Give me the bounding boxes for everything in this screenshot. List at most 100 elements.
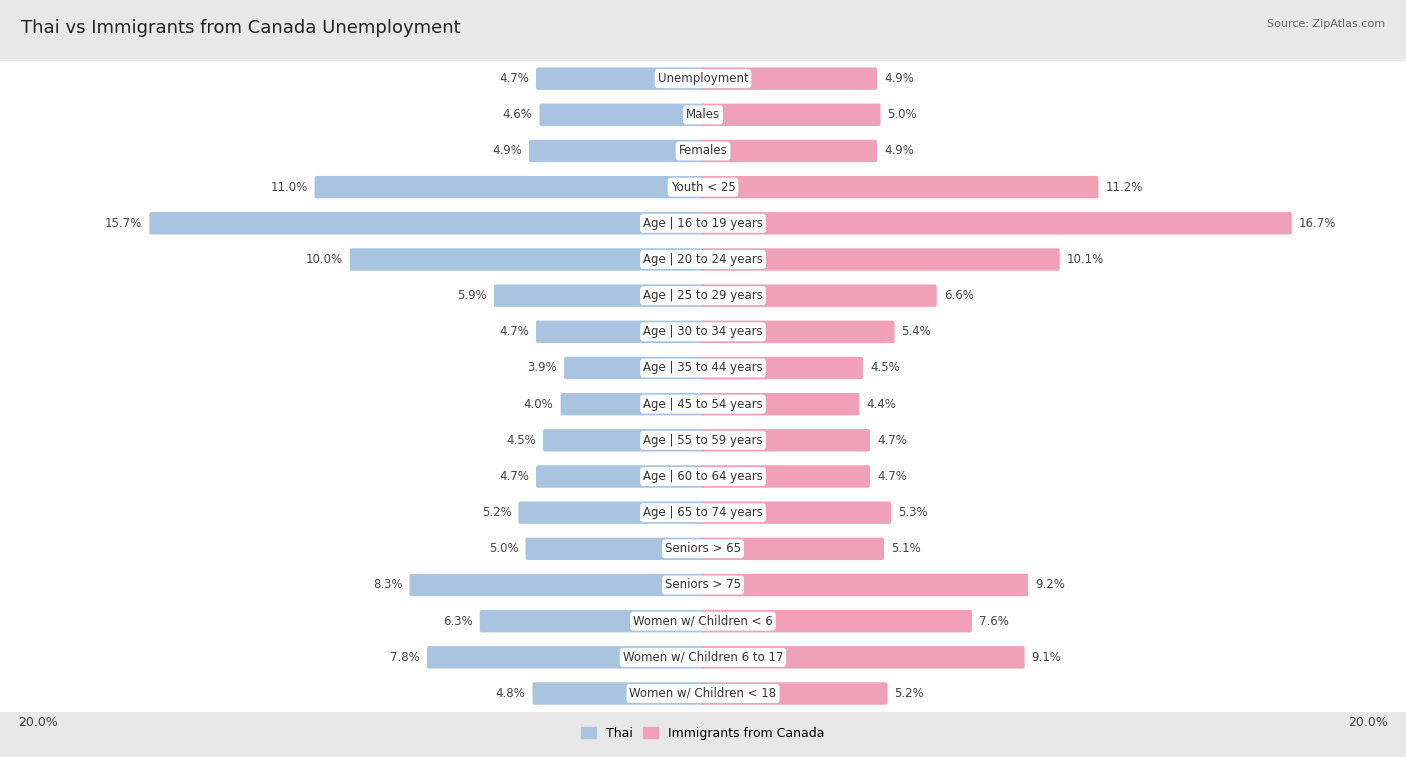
Text: 15.7%: 15.7% bbox=[105, 217, 142, 230]
FancyBboxPatch shape bbox=[702, 67, 877, 90]
Text: 5.2%: 5.2% bbox=[482, 506, 512, 519]
FancyBboxPatch shape bbox=[702, 610, 972, 632]
Text: 4.9%: 4.9% bbox=[884, 145, 914, 157]
FancyBboxPatch shape bbox=[702, 357, 863, 379]
Text: 6.6%: 6.6% bbox=[943, 289, 973, 302]
FancyBboxPatch shape bbox=[0, 600, 1406, 643]
Text: Unemployment: Unemployment bbox=[658, 72, 748, 85]
Text: 4.7%: 4.7% bbox=[499, 470, 529, 483]
Text: 4.7%: 4.7% bbox=[499, 326, 529, 338]
FancyBboxPatch shape bbox=[0, 238, 1406, 281]
Text: 5.0%: 5.0% bbox=[887, 108, 917, 121]
FancyBboxPatch shape bbox=[702, 393, 859, 416]
FancyBboxPatch shape bbox=[0, 202, 1406, 245]
FancyBboxPatch shape bbox=[315, 176, 704, 198]
FancyBboxPatch shape bbox=[564, 357, 704, 379]
FancyBboxPatch shape bbox=[479, 610, 704, 632]
FancyBboxPatch shape bbox=[0, 274, 1406, 317]
Legend: Thai, Immigrants from Canada: Thai, Immigrants from Canada bbox=[576, 721, 830, 745]
FancyBboxPatch shape bbox=[0, 419, 1406, 462]
Text: Females: Females bbox=[679, 145, 727, 157]
Text: 8.3%: 8.3% bbox=[373, 578, 402, 591]
Text: Age | 35 to 44 years: Age | 35 to 44 years bbox=[643, 362, 763, 375]
Text: Age | 25 to 29 years: Age | 25 to 29 years bbox=[643, 289, 763, 302]
Text: Seniors > 65: Seniors > 65 bbox=[665, 542, 741, 556]
FancyBboxPatch shape bbox=[494, 285, 704, 307]
FancyBboxPatch shape bbox=[702, 176, 1098, 198]
Text: Women w/ Children < 6: Women w/ Children < 6 bbox=[633, 615, 773, 628]
FancyBboxPatch shape bbox=[350, 248, 704, 271]
FancyBboxPatch shape bbox=[0, 166, 1406, 208]
Text: 20.0%: 20.0% bbox=[1348, 716, 1388, 730]
Text: 4.6%: 4.6% bbox=[503, 108, 533, 121]
Text: 4.8%: 4.8% bbox=[496, 687, 526, 700]
Text: 7.8%: 7.8% bbox=[391, 651, 420, 664]
FancyBboxPatch shape bbox=[0, 58, 1406, 100]
Text: Age | 60 to 64 years: Age | 60 to 64 years bbox=[643, 470, 763, 483]
Text: 4.4%: 4.4% bbox=[866, 397, 896, 410]
Text: 5.3%: 5.3% bbox=[898, 506, 928, 519]
Text: Source: ZipAtlas.com: Source: ZipAtlas.com bbox=[1267, 19, 1385, 29]
Text: 5.9%: 5.9% bbox=[457, 289, 486, 302]
FancyBboxPatch shape bbox=[702, 646, 1025, 668]
FancyBboxPatch shape bbox=[540, 104, 704, 126]
Text: 4.0%: 4.0% bbox=[524, 397, 554, 410]
FancyBboxPatch shape bbox=[0, 129, 1406, 173]
Text: 4.9%: 4.9% bbox=[884, 72, 914, 85]
FancyBboxPatch shape bbox=[529, 140, 704, 162]
FancyBboxPatch shape bbox=[0, 310, 1406, 354]
FancyBboxPatch shape bbox=[702, 321, 894, 343]
FancyBboxPatch shape bbox=[702, 429, 870, 451]
FancyBboxPatch shape bbox=[543, 429, 704, 451]
Text: 9.2%: 9.2% bbox=[1035, 578, 1064, 591]
FancyBboxPatch shape bbox=[702, 104, 880, 126]
Text: Age | 65 to 74 years: Age | 65 to 74 years bbox=[643, 506, 763, 519]
Text: Males: Males bbox=[686, 108, 720, 121]
FancyBboxPatch shape bbox=[702, 212, 1292, 235]
Text: Age | 45 to 54 years: Age | 45 to 54 years bbox=[643, 397, 763, 410]
Text: 16.7%: 16.7% bbox=[1299, 217, 1336, 230]
Text: 4.7%: 4.7% bbox=[877, 470, 907, 483]
FancyBboxPatch shape bbox=[702, 574, 1028, 597]
Text: 5.4%: 5.4% bbox=[901, 326, 931, 338]
FancyBboxPatch shape bbox=[0, 528, 1406, 570]
FancyBboxPatch shape bbox=[149, 212, 704, 235]
Text: 6.3%: 6.3% bbox=[443, 615, 472, 628]
FancyBboxPatch shape bbox=[0, 383, 1406, 425]
FancyBboxPatch shape bbox=[0, 93, 1406, 136]
FancyBboxPatch shape bbox=[0, 347, 1406, 389]
FancyBboxPatch shape bbox=[0, 672, 1406, 715]
Text: 5.1%: 5.1% bbox=[891, 542, 921, 556]
Text: Age | 20 to 24 years: Age | 20 to 24 years bbox=[643, 253, 763, 266]
FancyBboxPatch shape bbox=[519, 501, 704, 524]
Text: 5.0%: 5.0% bbox=[489, 542, 519, 556]
Text: 11.0%: 11.0% bbox=[270, 181, 308, 194]
FancyBboxPatch shape bbox=[0, 636, 1406, 679]
FancyBboxPatch shape bbox=[0, 564, 1406, 606]
FancyBboxPatch shape bbox=[526, 537, 704, 560]
Text: Age | 55 to 59 years: Age | 55 to 59 years bbox=[643, 434, 763, 447]
Text: 5.2%: 5.2% bbox=[894, 687, 924, 700]
Text: 4.5%: 4.5% bbox=[506, 434, 536, 447]
Text: 20.0%: 20.0% bbox=[18, 716, 58, 730]
Text: 10.1%: 10.1% bbox=[1067, 253, 1104, 266]
FancyBboxPatch shape bbox=[409, 574, 704, 597]
FancyBboxPatch shape bbox=[702, 682, 887, 705]
FancyBboxPatch shape bbox=[427, 646, 704, 668]
FancyBboxPatch shape bbox=[533, 682, 704, 705]
FancyBboxPatch shape bbox=[702, 537, 884, 560]
FancyBboxPatch shape bbox=[536, 321, 704, 343]
FancyBboxPatch shape bbox=[702, 140, 877, 162]
FancyBboxPatch shape bbox=[0, 455, 1406, 498]
Text: 3.9%: 3.9% bbox=[527, 362, 557, 375]
Text: Women w/ Children < 18: Women w/ Children < 18 bbox=[630, 687, 776, 700]
Text: Women w/ Children 6 to 17: Women w/ Children 6 to 17 bbox=[623, 651, 783, 664]
FancyBboxPatch shape bbox=[702, 285, 936, 307]
Text: 7.6%: 7.6% bbox=[979, 615, 1008, 628]
Text: Age | 30 to 34 years: Age | 30 to 34 years bbox=[643, 326, 763, 338]
Text: 10.0%: 10.0% bbox=[305, 253, 343, 266]
FancyBboxPatch shape bbox=[536, 67, 704, 90]
Text: Seniors > 75: Seniors > 75 bbox=[665, 578, 741, 591]
FancyBboxPatch shape bbox=[702, 248, 1060, 271]
FancyBboxPatch shape bbox=[702, 501, 891, 524]
